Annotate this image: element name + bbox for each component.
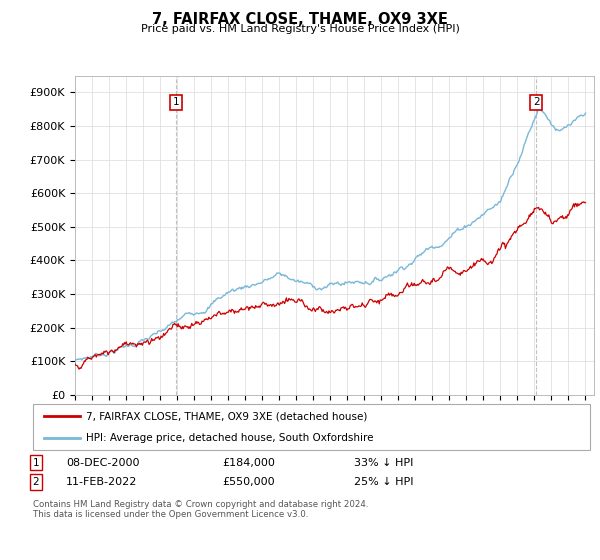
Text: Price paid vs. HM Land Registry's House Price Index (HPI): Price paid vs. HM Land Registry's House … [140,24,460,34]
Text: 1: 1 [32,458,40,468]
Text: 33% ↓ HPI: 33% ↓ HPI [354,458,413,468]
Text: 08-DEC-2000: 08-DEC-2000 [66,458,139,468]
Text: 2: 2 [533,97,539,108]
Text: 2: 2 [32,477,40,487]
Text: HPI: Average price, detached house, South Oxfordshire: HPI: Average price, detached house, Sout… [86,433,374,443]
Text: 7, FAIRFAX CLOSE, THAME, OX9 3XE (detached house): 7, FAIRFAX CLOSE, THAME, OX9 3XE (detach… [86,411,367,421]
Text: 7, FAIRFAX CLOSE, THAME, OX9 3XE: 7, FAIRFAX CLOSE, THAME, OX9 3XE [152,12,448,27]
Text: 11-FEB-2022: 11-FEB-2022 [66,477,137,487]
Text: £550,000: £550,000 [222,477,275,487]
Text: £184,000: £184,000 [222,458,275,468]
Text: 25% ↓ HPI: 25% ↓ HPI [354,477,413,487]
FancyBboxPatch shape [33,404,590,450]
Text: 1: 1 [172,97,179,108]
Text: Contains HM Land Registry data © Crown copyright and database right 2024.
This d: Contains HM Land Registry data © Crown c… [33,500,368,519]
